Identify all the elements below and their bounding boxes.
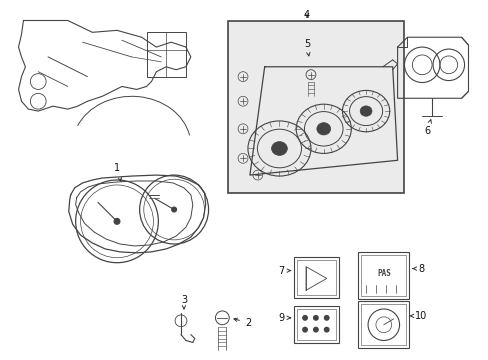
- Text: 3: 3: [181, 295, 186, 309]
- Bar: [228, 21, 403, 193]
- Circle shape: [323, 315, 329, 321]
- Circle shape: [171, 207, 176, 212]
- Bar: [294, 306, 338, 343]
- Circle shape: [302, 315, 307, 321]
- Text: 10: 10: [409, 311, 427, 321]
- Ellipse shape: [271, 141, 287, 156]
- Ellipse shape: [360, 106, 371, 116]
- Circle shape: [312, 315, 318, 321]
- Bar: [294, 257, 338, 298]
- Circle shape: [114, 219, 120, 224]
- Bar: [361, 255, 406, 296]
- Circle shape: [312, 327, 318, 333]
- Text: 8: 8: [412, 264, 424, 274]
- Bar: [297, 260, 335, 295]
- Text: PAS: PAS: [376, 269, 390, 278]
- Text: 7: 7: [278, 266, 290, 276]
- Text: 9: 9: [278, 313, 290, 323]
- Circle shape: [302, 327, 307, 333]
- Text: 6: 6: [423, 120, 430, 136]
- Bar: [361, 304, 406, 345]
- Ellipse shape: [316, 123, 330, 135]
- Text: 4: 4: [304, 10, 309, 19]
- Circle shape: [323, 327, 329, 333]
- Bar: [297, 309, 335, 341]
- Text: 2: 2: [233, 318, 250, 328]
- Text: 1: 1: [114, 163, 121, 181]
- Bar: [358, 252, 408, 299]
- Text: 5: 5: [303, 39, 309, 56]
- Bar: [358, 301, 408, 348]
- Bar: [146, 32, 185, 77]
